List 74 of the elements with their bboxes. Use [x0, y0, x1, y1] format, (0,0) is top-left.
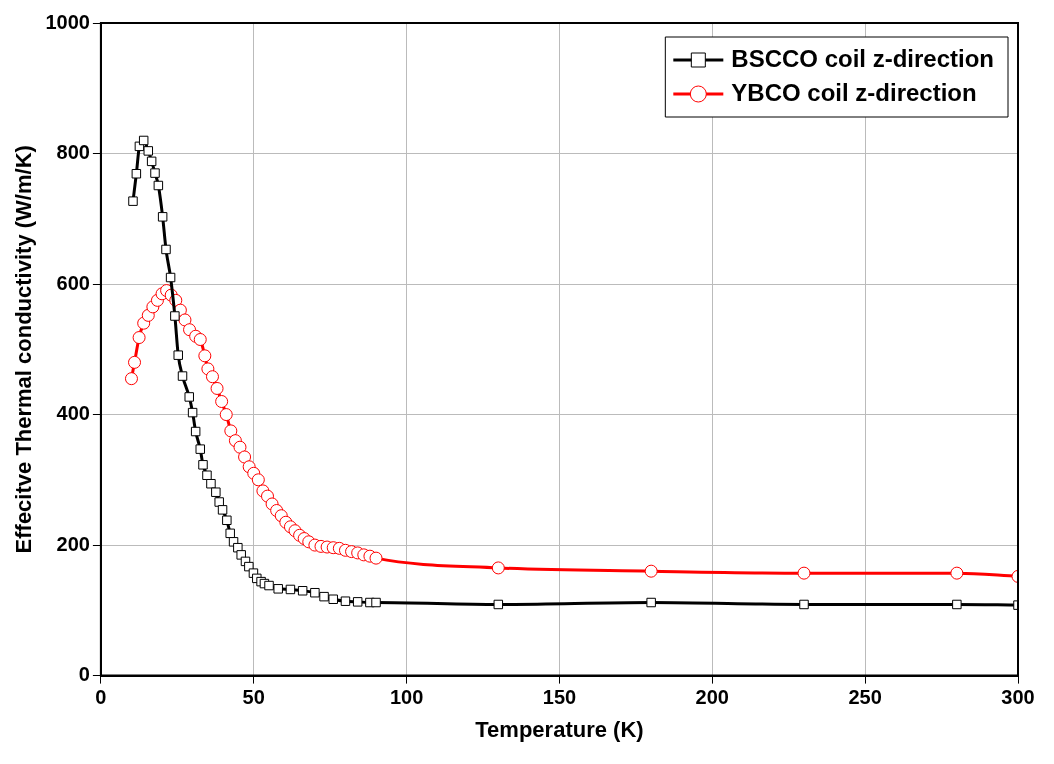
point — [157, 212, 168, 222]
x-tick-label: 200 — [695, 686, 729, 709]
point — [222, 515, 232, 526]
point — [184, 392, 194, 402]
y-tick-label: 200 — [56, 532, 90, 555]
point — [190, 426, 201, 437]
point — [198, 460, 208, 470]
point — [273, 584, 283, 594]
point — [264, 580, 274, 591]
legend-label: YBCO coil z-direction — [731, 78, 977, 106]
point — [238, 450, 252, 464]
x-tick-label: 300 — [1001, 686, 1035, 709]
point — [170, 311, 180, 321]
point — [233, 440, 247, 454]
point — [193, 333, 207, 347]
point — [202, 470, 212, 480]
point — [195, 444, 205, 454]
point — [297, 586, 308, 596]
point — [205, 370, 219, 384]
point — [173, 350, 183, 360]
x-tick-label: 150 — [542, 686, 577, 709]
x-tick-label: 250 — [848, 686, 882, 709]
point — [225, 528, 235, 539]
point — [177, 371, 188, 381]
x-tick-label: 100 — [389, 686, 424, 709]
point — [644, 564, 658, 578]
point — [153, 180, 164, 191]
point — [131, 169, 142, 179]
point — [369, 551, 383, 565]
point — [165, 272, 176, 283]
point — [211, 487, 221, 497]
legend-label: BSCCO coil z-direction — [731, 44, 994, 72]
point — [251, 473, 265, 487]
point — [150, 168, 160, 178]
point — [214, 497, 224, 507]
x-tick-label: 50 — [242, 686, 265, 709]
y-tick-label: 1000 — [45, 10, 90, 33]
point — [319, 591, 329, 602]
y-tick-label: 400 — [56, 402, 90, 425]
point — [799, 599, 809, 610]
point — [206, 478, 216, 489]
x-axis-title: Temperature (K) — [475, 716, 644, 742]
point — [132, 331, 146, 345]
y-tick-label: 0 — [78, 663, 90, 686]
y-axis-title: Effecitve Thermal conductivity (W/m/K) — [11, 145, 37, 554]
point — [328, 594, 338, 604]
point — [371, 597, 381, 608]
point — [340, 596, 351, 606]
point — [310, 587, 320, 598]
y-tick-label: 600 — [56, 271, 90, 294]
x-tick-label: 0 — [95, 686, 107, 709]
point — [646, 597, 656, 608]
point — [219, 408, 233, 422]
y-tick-label: 800 — [56, 141, 90, 164]
point — [224, 424, 238, 438]
point — [215, 395, 229, 409]
point — [128, 355, 142, 369]
point — [210, 381, 224, 395]
point — [352, 597, 363, 607]
point — [143, 146, 154, 156]
point — [491, 561, 505, 575]
point — [128, 196, 138, 206]
point — [146, 156, 157, 167]
point — [138, 135, 149, 146]
point — [952, 599, 962, 610]
point — [217, 505, 228, 515]
point — [493, 599, 504, 610]
point — [198, 349, 212, 363]
point — [161, 244, 171, 255]
point — [285, 584, 296, 595]
point — [950, 566, 964, 580]
point — [124, 372, 138, 386]
point — [797, 566, 811, 580]
point — [187, 407, 198, 418]
